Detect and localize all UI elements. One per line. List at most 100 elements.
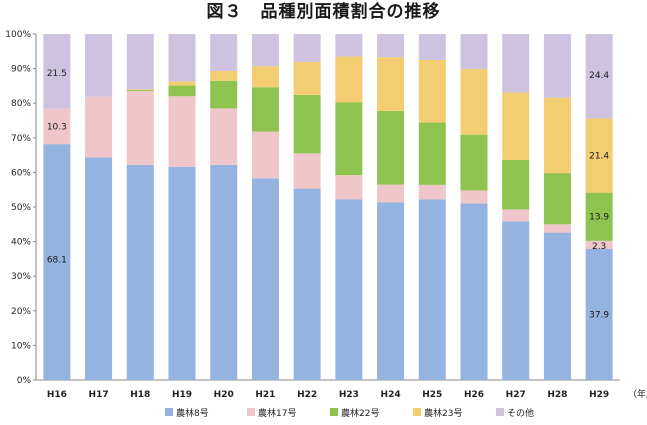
x-tick-label: H22 (297, 390, 317, 400)
bar-segment (251, 34, 279, 67)
bar-segment (543, 34, 571, 98)
data-label: 37.9 (589, 310, 609, 320)
bar-segment (251, 178, 279, 380)
y-tick-label: 20% (11, 307, 31, 317)
bar-segment (543, 97, 571, 174)
x-tick-label: H23 (339, 390, 359, 400)
bar-segment (210, 80, 238, 109)
x-tick-label: H28 (547, 390, 567, 400)
bar-segment (210, 34, 238, 72)
legend-swatch (496, 408, 504, 416)
bar-segment (168, 34, 196, 82)
bar-segment (418, 34, 446, 60)
bar-segment (418, 199, 446, 380)
x-tick-label: H17 (89, 390, 109, 400)
bar-segment (502, 209, 530, 222)
bar-segment (251, 66, 279, 88)
bar-segment (543, 224, 571, 233)
y-tick-label: 10% (11, 341, 31, 351)
bar-segment (418, 122, 446, 185)
bar-segment (377, 202, 405, 380)
bar-segment (377, 110, 405, 185)
bar-segment (585, 248, 613, 380)
bar-segment (85, 157, 113, 380)
data-label: 21.4 (589, 152, 609, 162)
bar-segment (126, 90, 154, 92)
bar-segment (168, 96, 196, 167)
legend-swatch (247, 408, 255, 416)
x-tick-label: H16 (47, 390, 67, 400)
bar-segment (585, 240, 613, 249)
bar-segment (335, 199, 363, 380)
y-tick-label: 80% (11, 99, 31, 109)
bar-segment (502, 34, 530, 93)
bar-segment (335, 175, 363, 200)
bar-segment (377, 57, 405, 111)
bar-segment (251, 131, 279, 179)
bar-segment (43, 108, 71, 145)
legend-label: 農林22号 (341, 407, 379, 419)
y-tick-label: 30% (11, 272, 31, 282)
bar-segment (293, 34, 321, 63)
bar-segment (460, 134, 488, 191)
data-label: 68.1 (47, 255, 67, 265)
x-tick-label: H21 (255, 390, 275, 400)
bar-segment (126, 89, 154, 91)
bar-segment (251, 87, 279, 132)
bar-segment (293, 188, 321, 380)
bar-segment (85, 34, 113, 97)
bar-segment (126, 34, 154, 90)
y-tick-label: 60% (11, 168, 31, 178)
legend-swatch (330, 408, 338, 416)
x-tick-label: H27 (506, 390, 526, 400)
chart-title: 図３ 品種別面積割合の推移 (206, 2, 441, 22)
data-label: 2.3 (592, 242, 606, 252)
x-tick-label: H29 (589, 390, 609, 400)
bar-segment (377, 34, 405, 58)
legend-label: 農林17号 (258, 407, 296, 419)
bar-segment (585, 34, 613, 119)
bar-segment (460, 203, 488, 380)
bar-segment (43, 34, 71, 109)
x-unit-label: （年産） (628, 388, 647, 400)
bar-segment (335, 56, 363, 103)
bar-segment (293, 62, 321, 95)
bar-segment (502, 159, 530, 210)
bar-segment (418, 184, 446, 200)
bar-segment (126, 164, 154, 380)
bar-segment (502, 92, 530, 160)
data-label: 24.4 (589, 71, 609, 81)
x-tick-label: H24 (381, 390, 401, 400)
bar-segment (543, 232, 571, 380)
bar-segment (377, 184, 405, 203)
bar-segment (460, 68, 488, 135)
legend-label: 農林8号 (176, 407, 209, 419)
bar-segment (168, 166, 196, 380)
x-tick-label: H20 (214, 390, 234, 400)
bar-segment (418, 59, 446, 123)
y-tick-label: 40% (11, 238, 31, 248)
bar-segment (502, 221, 530, 380)
bar-segment (210, 108, 238, 165)
bar-segment (43, 144, 71, 380)
legend-label: 農林23号 (424, 407, 462, 419)
x-tick-label: H19 (172, 390, 192, 400)
legend-label: その他 (507, 407, 534, 419)
data-label: 10.3 (47, 122, 67, 132)
y-tick-label: 90% (11, 65, 31, 75)
bar-segment (168, 85, 196, 97)
y-tick-label: 50% (11, 203, 31, 213)
x-tick-label: H25 (422, 390, 442, 400)
bar-segment (293, 153, 321, 189)
bar-segment (293, 94, 321, 154)
bar-segment (210, 164, 238, 380)
y-tick-label: 70% (11, 134, 31, 144)
bar-segment (543, 173, 571, 225)
bar-segment (85, 96, 113, 158)
x-tick-label: H18 (130, 390, 150, 400)
bar-segment (335, 102, 363, 176)
bar-segment (585, 118, 613, 193)
data-label: 13.9 (589, 213, 609, 223)
legend-swatch (413, 408, 421, 416)
